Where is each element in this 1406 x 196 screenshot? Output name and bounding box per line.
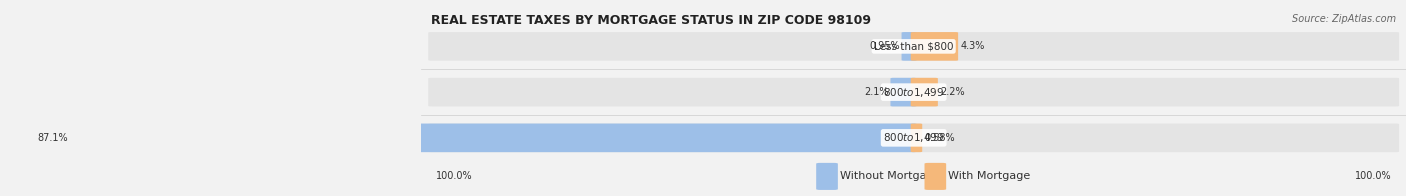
Text: Without Mortgage: Without Mortgage (839, 171, 941, 181)
Text: 100.0%: 100.0% (436, 171, 472, 181)
FancyBboxPatch shape (429, 123, 1399, 152)
FancyBboxPatch shape (901, 32, 917, 61)
Text: 100.0%: 100.0% (1354, 171, 1391, 181)
Text: $800 to $1,499: $800 to $1,499 (883, 86, 945, 99)
Text: Less than $800: Less than $800 (875, 41, 953, 51)
FancyBboxPatch shape (911, 78, 938, 106)
FancyBboxPatch shape (911, 123, 922, 152)
FancyBboxPatch shape (890, 78, 917, 106)
Text: 0.95%: 0.95% (869, 41, 900, 51)
FancyBboxPatch shape (911, 32, 957, 61)
Text: REAL ESTATE TAXES BY MORTGAGE STATUS IN ZIP CODE 98109: REAL ESTATE TAXES BY MORTGAGE STATUS IN … (432, 14, 872, 27)
FancyBboxPatch shape (925, 163, 946, 190)
Text: 0.58%: 0.58% (924, 133, 955, 143)
Text: With Mortgage: With Mortgage (948, 171, 1031, 181)
Text: 87.1%: 87.1% (38, 133, 69, 143)
Text: $800 to $1,499: $800 to $1,499 (883, 131, 945, 144)
Text: 4.3%: 4.3% (960, 41, 984, 51)
Text: 2.1%: 2.1% (865, 87, 889, 97)
FancyBboxPatch shape (70, 123, 917, 152)
FancyBboxPatch shape (817, 163, 838, 190)
Text: 2.2%: 2.2% (939, 87, 965, 97)
FancyBboxPatch shape (429, 78, 1399, 106)
Text: Source: ZipAtlas.com: Source: ZipAtlas.com (1292, 14, 1396, 24)
FancyBboxPatch shape (429, 32, 1399, 61)
